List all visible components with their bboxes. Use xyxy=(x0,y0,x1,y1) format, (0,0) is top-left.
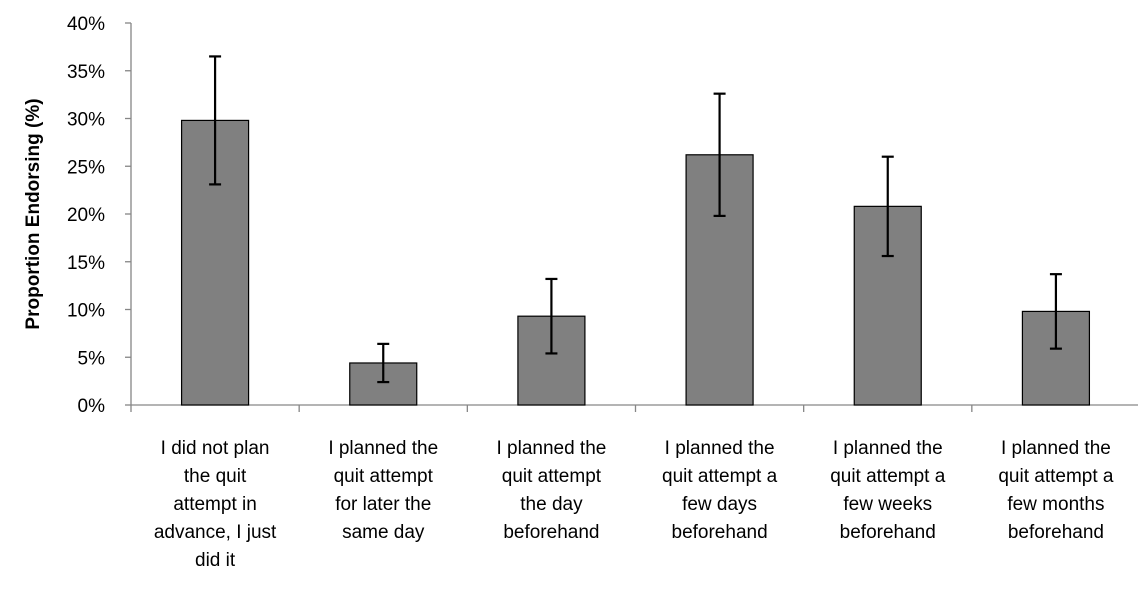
category-label-line: for later the xyxy=(335,494,431,515)
y-tick-label: 30% xyxy=(67,110,105,131)
category-label-line: attempt in xyxy=(173,494,256,515)
category-label: I did not plan the quit attempt in advance,… xyxy=(154,438,277,571)
category-label-line: few months xyxy=(1007,494,1104,515)
y-tick-label: 25% xyxy=(67,157,105,178)
category-label: I planned the quit attempt a few days befor… xyxy=(662,438,778,543)
y-tick-label: 40% xyxy=(67,14,105,35)
category-label-line: I planned the xyxy=(833,438,943,459)
category-label-line: few days xyxy=(682,494,757,515)
plot-area: 0% 5% 10% 15% 20% 25% 30% 35% 40% I did not plan t… xyxy=(67,14,1138,571)
category-label-line: the quit xyxy=(184,466,247,487)
category-label-line: did it xyxy=(195,550,236,571)
category-label-line: few weeks xyxy=(843,494,932,515)
category-label-line: the day xyxy=(520,494,583,515)
category-label: I planned the quit attempt a few weeks befo… xyxy=(830,438,946,543)
category-label-line: quit attempt a xyxy=(830,466,946,487)
y-tick-label: 20% xyxy=(67,205,105,226)
category-label-line: beforehand xyxy=(672,522,768,543)
category-label-line: same day xyxy=(342,522,425,543)
category-label-line: quit attempt a xyxy=(662,466,778,487)
category-label-line: I planned the xyxy=(665,438,775,459)
y-tick-label: 35% xyxy=(67,62,105,83)
category-label: I planned the quit attempt the day beforeha… xyxy=(496,438,606,543)
y-axis-title: Proportion Endorsing (%) xyxy=(23,98,44,329)
y-tick-label: 0% xyxy=(78,396,106,417)
y-axis-title-group: Proportion Endorsing (%) xyxy=(23,98,44,329)
category-label-line: quit attempt xyxy=(334,466,434,487)
y-tick-label: 15% xyxy=(67,253,105,274)
category-label-line: quit attempt a xyxy=(998,466,1114,487)
y-tick-label: 5% xyxy=(78,348,106,369)
category-label-line: advance, I just xyxy=(154,522,277,543)
y-tick-label: 10% xyxy=(67,301,105,322)
category-label-line: beforehand xyxy=(1008,522,1104,543)
category-label-line: quit attempt xyxy=(502,466,602,487)
category-label-line: I did not plan xyxy=(161,438,270,459)
category-label: I planned the quit attempt a few months bef… xyxy=(998,438,1114,543)
category-label-line: beforehand xyxy=(840,522,936,543)
category-label-line: I planned the xyxy=(328,438,438,459)
category-label-line: I planned the xyxy=(496,438,606,459)
category-label: I planned the quit attempt for later the sa… xyxy=(328,438,438,543)
category-label-line: beforehand xyxy=(503,522,599,543)
category-label-line: I planned the xyxy=(1001,438,1111,459)
